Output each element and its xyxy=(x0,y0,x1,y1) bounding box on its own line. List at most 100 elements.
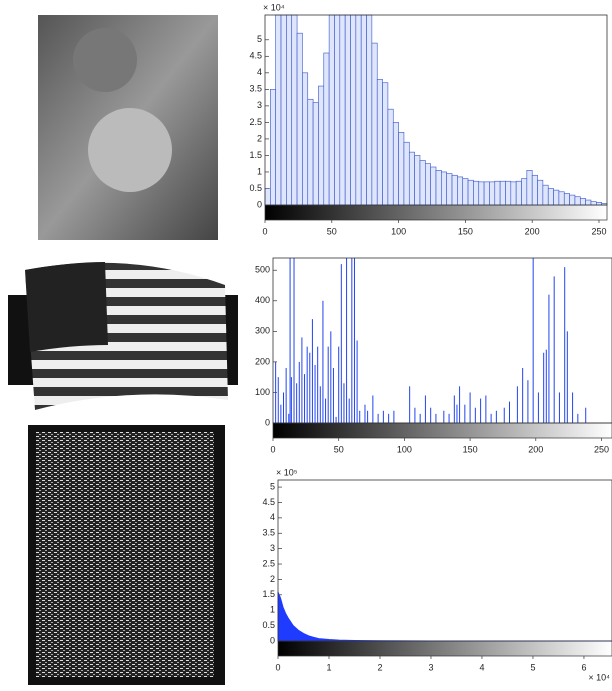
bar xyxy=(570,195,575,205)
x-tick-label: 100 xyxy=(391,226,406,236)
bar xyxy=(404,142,409,205)
x-tick-label: 0 xyxy=(262,226,267,236)
x-tick-label: 50 xyxy=(334,444,344,454)
bar xyxy=(548,188,553,205)
x-tick-label: 3 xyxy=(428,662,433,672)
bar xyxy=(292,15,297,205)
x-tick-label: 5 xyxy=(530,662,535,672)
x-tick-label: 1 xyxy=(326,662,331,672)
bar xyxy=(340,15,345,205)
bar xyxy=(308,99,313,205)
bar xyxy=(452,175,457,205)
x-tick-label: 150 xyxy=(458,226,473,236)
bar xyxy=(564,193,569,205)
bar xyxy=(447,174,452,205)
y-tick-label: 2.5 xyxy=(262,558,275,568)
bar xyxy=(399,132,404,205)
x-tick-label: 150 xyxy=(463,444,478,454)
bar xyxy=(527,170,532,205)
x-tick-label: 100 xyxy=(397,444,412,454)
bar xyxy=(324,53,329,205)
bar xyxy=(457,177,462,205)
bar xyxy=(393,122,398,205)
bar xyxy=(431,167,436,205)
x-tick-label: 0 xyxy=(270,444,275,454)
y-tick-label: 5 xyxy=(270,481,275,491)
y-tick-label: 0 xyxy=(257,199,262,209)
y-tick-label: 0 xyxy=(265,417,270,427)
bar xyxy=(463,179,468,205)
colorbar xyxy=(273,423,612,438)
y-tick-label: 0.5 xyxy=(249,183,262,193)
y-tick-label: 1.5 xyxy=(249,150,262,160)
y-tick-label: 4 xyxy=(270,512,275,522)
figure: 00.511.522.533.544.55050100150200250× 10… xyxy=(0,0,612,686)
y-tick-label: 2 xyxy=(257,133,262,143)
y-tick-label: 2.5 xyxy=(249,117,262,127)
bar xyxy=(580,198,585,205)
bar xyxy=(489,182,494,205)
x-tick-label: 250 xyxy=(591,226,606,236)
bar xyxy=(586,200,591,205)
y-tick-label: 4.5 xyxy=(249,51,262,61)
colorbar xyxy=(278,641,612,656)
y-tick-label: 100 xyxy=(255,387,270,397)
bar xyxy=(302,73,307,205)
y-tick-label: 3 xyxy=(270,543,275,553)
plot-area xyxy=(278,480,612,641)
bar xyxy=(495,181,500,205)
y-tick-label: 4 xyxy=(257,67,262,77)
y-tick-label: 0 xyxy=(270,635,275,645)
bar xyxy=(377,79,382,205)
bar xyxy=(415,155,420,205)
bar xyxy=(286,15,291,205)
y-tick-label: 3.5 xyxy=(262,528,275,538)
x-tick-label: 4 xyxy=(479,662,484,672)
bar xyxy=(383,83,388,205)
x-tick-label: 2 xyxy=(377,662,382,672)
bar xyxy=(554,190,559,205)
x-tick-label: 0 xyxy=(275,662,280,672)
bar xyxy=(591,202,596,205)
y-tick-label: 400 xyxy=(255,295,270,305)
y-tick-label: 300 xyxy=(255,326,270,336)
y-tick-label: 1 xyxy=(257,166,262,176)
y-tick-label: 4.5 xyxy=(262,497,275,507)
bar xyxy=(281,15,286,205)
bar xyxy=(505,181,510,205)
bar xyxy=(479,182,484,205)
photo-children xyxy=(38,15,218,240)
bar xyxy=(468,180,473,205)
x-tick-label: 200 xyxy=(525,226,540,236)
y-tick-label: 1.5 xyxy=(262,589,275,599)
bar xyxy=(538,180,543,205)
bar xyxy=(559,192,564,205)
bar xyxy=(532,175,537,205)
bar xyxy=(516,181,521,205)
bar xyxy=(372,43,377,205)
y-tick-label: 500 xyxy=(255,265,270,275)
bar xyxy=(329,15,334,205)
bar xyxy=(420,160,425,205)
bar xyxy=(367,15,372,205)
bar xyxy=(441,172,446,205)
bar xyxy=(484,182,489,205)
x-tick-label: 200 xyxy=(528,444,543,454)
photo-flag xyxy=(8,262,238,410)
bar xyxy=(425,164,430,205)
photo-noise xyxy=(28,425,225,685)
bar xyxy=(543,185,548,205)
colorbar xyxy=(265,205,607,220)
plot-area xyxy=(273,258,612,423)
bar xyxy=(511,182,516,205)
bar xyxy=(500,181,505,205)
bar xyxy=(388,109,393,205)
x-tick-label: 250 xyxy=(594,444,609,454)
bar xyxy=(313,103,318,205)
y-tick-label: 3 xyxy=(257,100,262,110)
bar xyxy=(318,86,323,205)
bar xyxy=(473,181,478,205)
y-tick-label: 1 xyxy=(270,605,275,615)
y-tick-label: 3.5 xyxy=(249,84,262,94)
bar xyxy=(356,15,361,205)
